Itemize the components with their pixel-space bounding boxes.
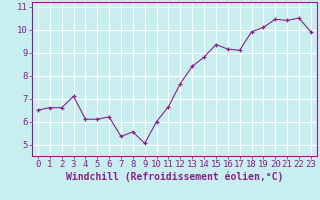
X-axis label: Windchill (Refroidissement éolien,°C): Windchill (Refroidissement éolien,°C)	[66, 172, 283, 182]
